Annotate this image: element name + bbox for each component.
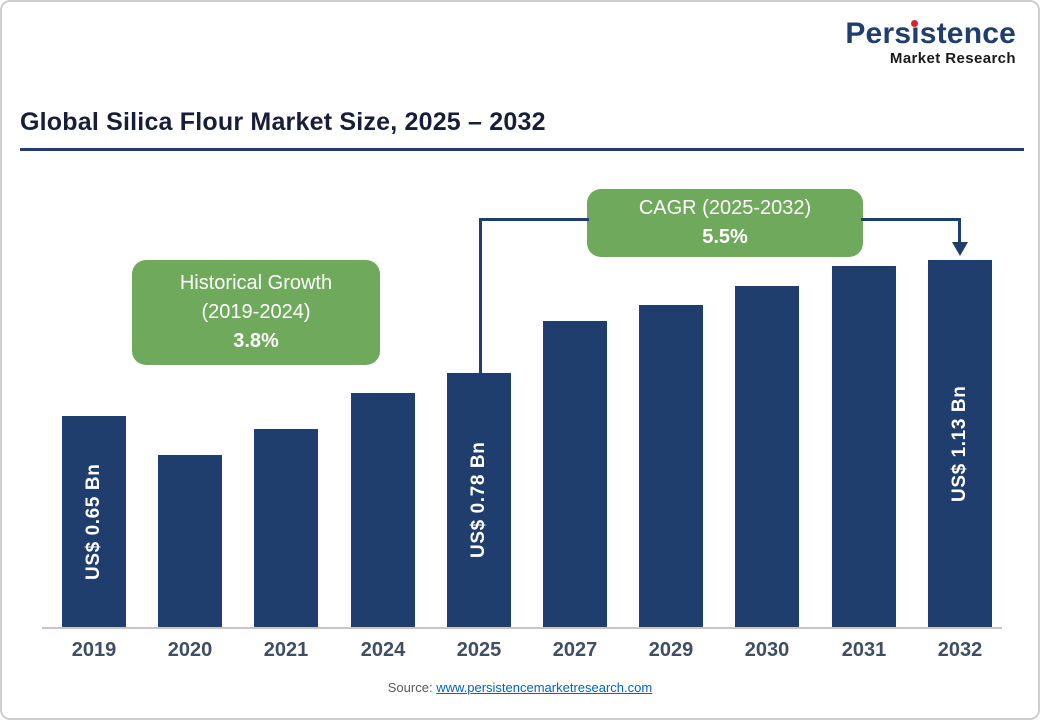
cagr-line1: CAGR (2025-2032) <box>638 197 812 219</box>
x-tick-2019: 2019 <box>71 639 117 661</box>
x-tick-2030: 2030 <box>744 639 790 661</box>
source-link[interactable]: www.persistencemarketresearch.com <box>436 680 653 695</box>
bar-2027 <box>543 321 607 627</box>
x-tick-2029: 2029 <box>648 639 694 661</box>
bar-2025: US$ 0.78 Bn <box>447 373 511 627</box>
logo-wordmark: Persistence <box>845 18 1016 50</box>
x-tick-2024: 2024 <box>360 639 406 661</box>
bar-2021 <box>254 429 318 627</box>
page-title: Global Silica Flour Market Size, 2025 – … <box>20 108 546 136</box>
historical-growth-line1: Historical Growth <box>179 272 333 294</box>
x-axis-line <box>42 627 1002 629</box>
x-tick-2027: 2027 <box>552 639 598 661</box>
plot-area: US$ 0.65 Bn 2019 2020 2021 2024 US$ 0.78 Bn 20… <box>42 162 1002 662</box>
logo-wordmark-text: Persistence <box>845 17 1016 50</box>
bar-2024 <box>351 393 415 627</box>
bar-2029 <box>639 305 703 627</box>
x-tick-2032: 2032 <box>937 639 983 661</box>
historical-growth-value: 3.8% <box>233 330 279 352</box>
cagr-callout: CAGR (2025-2032) 5.5% <box>587 189 863 257</box>
bar-value-label-2025: US$ 0.78 Bn <box>468 441 489 559</box>
bar-2031 <box>832 266 896 627</box>
source-line: Source: www.persistencemarketresearch.co… <box>2 680 1038 695</box>
bar-2020 <box>158 455 222 627</box>
cagr-connector-right-vertical <box>958 218 961 244</box>
historical-growth-callout: Historical Growth (2019-2024) 3.8% <box>132 260 380 365</box>
x-tick-2021: 2021 <box>263 639 309 661</box>
cagr-connector-left-vertical <box>479 218 482 374</box>
source-prefix: Source: <box>387 680 437 695</box>
cagr-connector-left-horizontal <box>479 218 589 221</box>
arrow-down-icon <box>952 242 968 256</box>
x-tick-2020: 2020 <box>167 639 213 661</box>
x-tick-2031: 2031 <box>841 639 887 661</box>
bar-value-label-2019: US$ 0.65 Bn <box>83 463 104 580</box>
bar-2030 <box>735 286 799 627</box>
logo: Persistence Market Research <box>845 18 1016 66</box>
bar-value-label-2032: US$ 1.13 Bn <box>949 385 970 502</box>
bar-2019: US$ 0.65 Bn <box>62 416 126 627</box>
x-tick-2025: 2025 <box>456 639 502 661</box>
historical-growth-line2: (2019-2024) <box>201 301 311 323</box>
bar-2032: US$ 1.13 Bn <box>928 260 992 627</box>
logo-red-dot-icon <box>911 20 919 27</box>
cagr-connector-right-horizontal <box>861 218 961 221</box>
cagr-value: 5.5% <box>702 226 748 248</box>
title-underline <box>20 148 1024 151</box>
logo-tagline: Market Research <box>889 49 1016 67</box>
